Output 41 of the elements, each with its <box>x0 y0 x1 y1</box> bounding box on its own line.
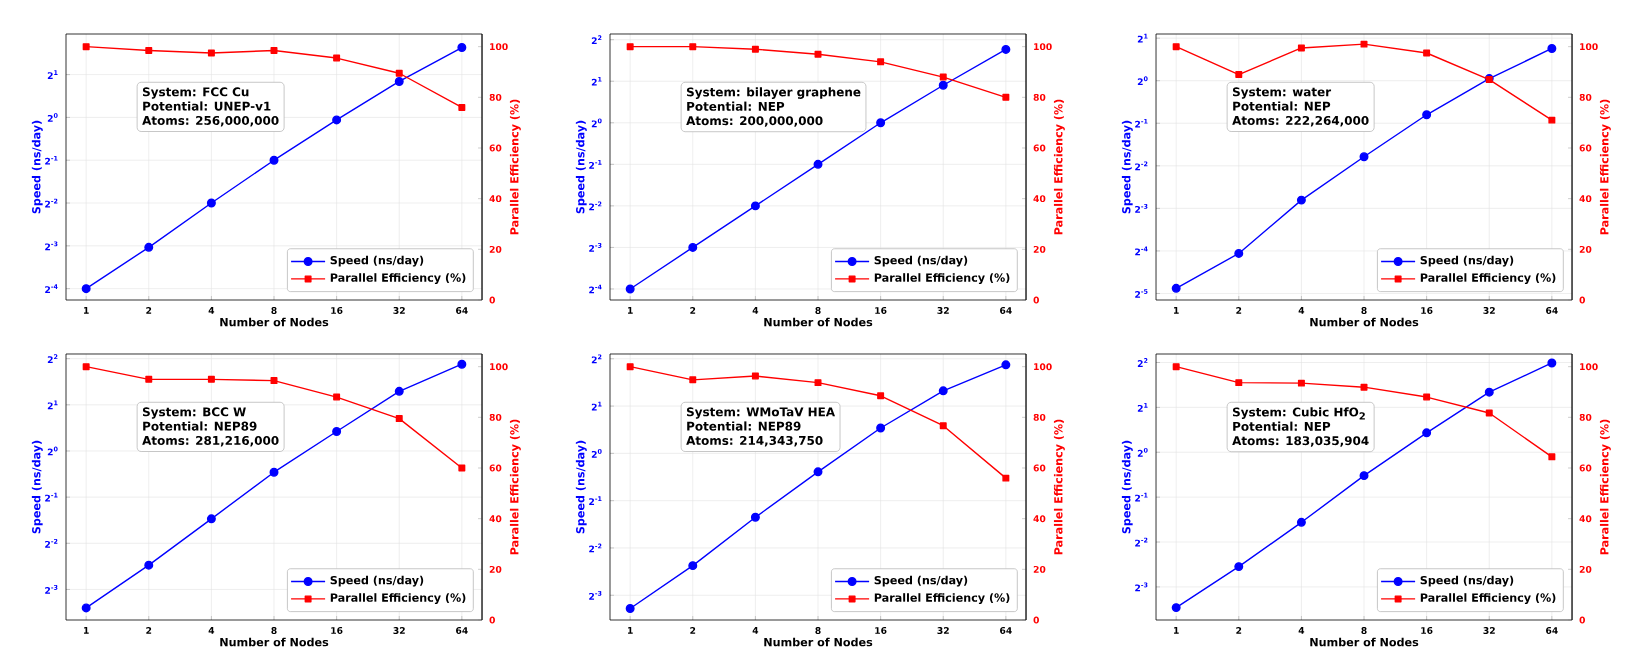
point <box>938 80 948 90</box>
point <box>1359 471 1369 481</box>
point <box>332 426 342 436</box>
point <box>688 561 698 571</box>
point <box>394 386 404 396</box>
point <box>1547 358 1557 368</box>
point <box>1171 603 1181 613</box>
point <box>457 359 467 369</box>
point <box>206 514 216 524</box>
point <box>625 284 635 294</box>
point <box>876 423 886 433</box>
point <box>1422 110 1432 120</box>
point <box>813 467 823 477</box>
point <box>750 201 760 211</box>
point <box>394 76 404 86</box>
point <box>332 115 342 125</box>
point <box>1547 44 1557 53</box>
point <box>876 118 886 128</box>
point <box>813 159 823 169</box>
point <box>1234 562 1244 572</box>
point <box>457 43 467 53</box>
point <box>1296 195 1306 205</box>
point <box>81 284 91 294</box>
point <box>625 604 635 613</box>
point <box>688 242 698 252</box>
point <box>269 155 279 165</box>
point <box>144 242 154 252</box>
point <box>1171 283 1181 293</box>
point <box>1001 360 1011 370</box>
point <box>938 386 948 396</box>
point <box>1234 248 1244 258</box>
point <box>1001 44 1011 54</box>
point <box>1296 517 1306 527</box>
point <box>269 467 279 477</box>
point <box>81 603 91 613</box>
point <box>144 560 154 570</box>
point <box>1422 428 1432 438</box>
point <box>750 512 760 522</box>
point <box>206 198 216 208</box>
point <box>1359 152 1369 162</box>
point <box>1484 387 1494 397</box>
